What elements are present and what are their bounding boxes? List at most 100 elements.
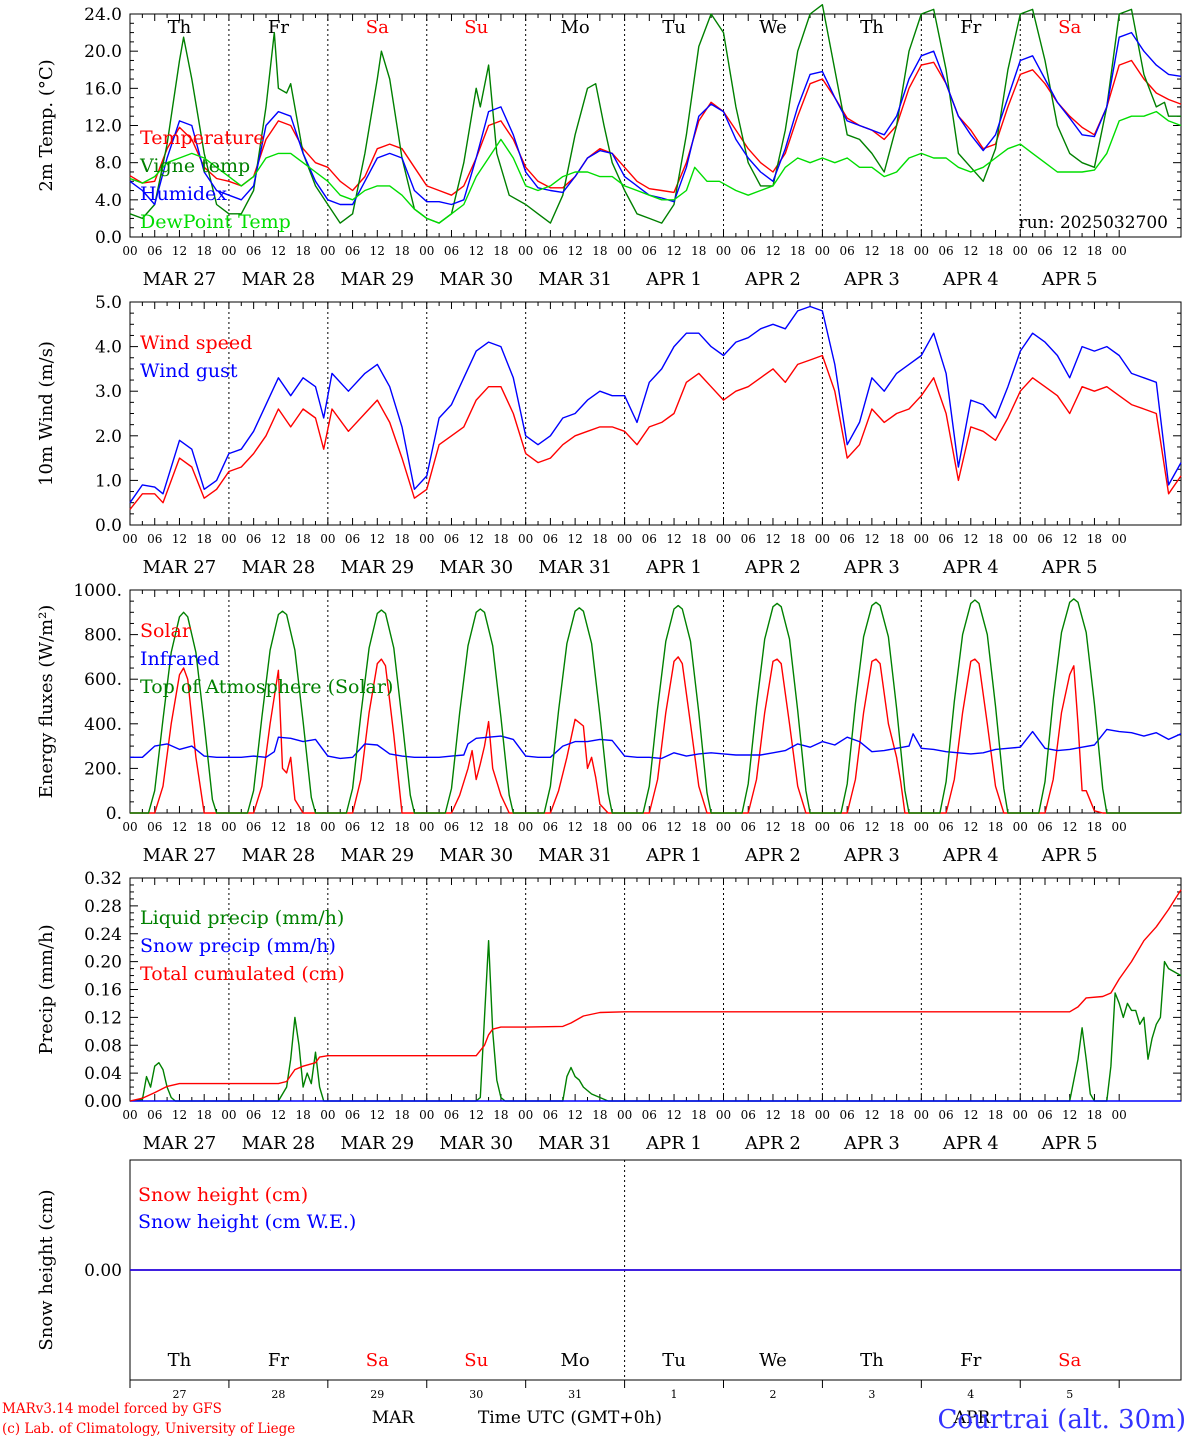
hour-tick-label: 06 <box>642 820 657 834</box>
day-number-label: 27 <box>172 1388 186 1401</box>
day-name-label: Th <box>168 17 192 38</box>
date-label: MAR 27 <box>143 1133 217 1154</box>
y-tick-label: 0.0 <box>95 228 122 248</box>
hour-tick-label: 06 <box>345 532 360 546</box>
y-tick-label: 16.0 <box>84 79 122 99</box>
hour-tick-label: 12 <box>963 244 978 258</box>
date-label: APR 4 <box>942 1133 999 1154</box>
day-name-label: Fr <box>960 1350 981 1371</box>
y-tick-label: 3.0 <box>95 382 122 402</box>
date-label: APR 1 <box>645 1133 702 1154</box>
day-name-label: Th <box>860 1350 884 1371</box>
legend-entry: Liquid precip (mm/h) <box>140 907 344 929</box>
hour-tick-label: 18 <box>197 532 212 546</box>
hour-tick-label: 00 <box>419 532 434 546</box>
hour-tick-label: 06 <box>1037 532 1052 546</box>
hour-tick-label: 18 <box>295 820 310 834</box>
hour-tick-label: 12 <box>666 820 681 834</box>
hour-tick-label: 00 <box>1112 532 1127 546</box>
hour-tick-label: 12 <box>963 820 978 834</box>
day-number-label: 5 <box>1066 1388 1073 1401</box>
date-label: APR 5 <box>1041 1133 1098 1154</box>
hour-tick-label: 06 <box>543 244 558 258</box>
hour-tick-label: 06 <box>741 532 756 546</box>
hour-tick-label: 00 <box>716 820 731 834</box>
hour-tick-label: 18 <box>790 1108 805 1122</box>
hour-tick-label: 00 <box>122 532 137 546</box>
day-name-label: Su <box>464 17 488 38</box>
day-name-label: Tu <box>662 17 686 38</box>
hour-tick-label: 06 <box>840 820 855 834</box>
hour-tick-label: 12 <box>567 244 582 258</box>
panel-frame <box>129 589 1182 814</box>
hour-tick-label: 18 <box>197 1108 212 1122</box>
hour-tick-label: 18 <box>988 532 1003 546</box>
y-tick-label: 200. <box>84 759 122 779</box>
date-label: APR 3 <box>843 269 900 290</box>
hour-tick-label: 12 <box>172 820 187 834</box>
y-tick-label: 12.0 <box>84 117 122 137</box>
hour-tick-label: 00 <box>419 244 434 258</box>
date-label: APR 3 <box>843 845 900 866</box>
date-label: APR 2 <box>744 1133 801 1154</box>
day-name-label: Th <box>168 1350 192 1371</box>
hour-tick-label: 06 <box>1037 820 1052 834</box>
day-name-label: Mo <box>560 1350 589 1371</box>
footer-month-mar: MAR <box>372 1408 416 1428</box>
hour-tick-label: 18 <box>889 244 904 258</box>
day-name-label: Fr <box>268 1350 289 1371</box>
hour-tick-label: 18 <box>1087 244 1102 258</box>
hour-tick-label: 00 <box>617 532 632 546</box>
hour-tick-label: 00 <box>419 1108 434 1122</box>
y-tick-label: 4.0 <box>95 191 122 211</box>
hour-tick-label: 00 <box>221 1108 236 1122</box>
hour-tick-label: 06 <box>345 820 360 834</box>
y-axis-label: 10m Wind (m/s) <box>36 341 57 486</box>
hour-tick-label: 06 <box>642 1108 657 1122</box>
hour-tick-label: 00 <box>122 1108 137 1122</box>
date-label: MAR 27 <box>143 845 217 866</box>
hour-tick-label: 06 <box>938 820 953 834</box>
date-label: MAR 29 <box>340 269 414 290</box>
hour-tick-label: 18 <box>592 532 607 546</box>
day-number-label: 31 <box>568 1388 582 1401</box>
y-axis-label: 2m Temp. (°C) <box>36 59 57 191</box>
hour-tick-label: 18 <box>790 532 805 546</box>
hour-tick-label: 06 <box>345 1108 360 1122</box>
hour-tick-label: 18 <box>592 244 607 258</box>
hour-tick-label: 00 <box>419 820 434 834</box>
hour-tick-label: 18 <box>394 820 409 834</box>
footer-month-apr: APR <box>953 1408 992 1428</box>
legend-entry: Temperature <box>140 127 264 149</box>
hour-tick-label: 06 <box>147 1108 162 1122</box>
station-label: Courtrai (alt. 30m) <box>938 1405 1187 1435</box>
hour-tick-label: 18 <box>691 1108 706 1122</box>
legend-entry: Humidex <box>140 183 227 205</box>
hour-tick-label: 12 <box>963 532 978 546</box>
date-label: APR 2 <box>744 557 801 578</box>
day-name-label: Tu <box>662 1350 686 1371</box>
hour-tick-label: 00 <box>914 1108 929 1122</box>
day-name-label: We <box>759 1350 787 1371</box>
panel-2: 00 06 12 18 00 06 12 18 00 06 12 18 00 06 12 18 00 06 12 18… <box>36 581 1182 866</box>
date-label: MAR 29 <box>340 557 414 578</box>
hour-tick-label: 12 <box>666 532 681 546</box>
hour-tick-label: 12 <box>864 820 879 834</box>
hour-tick-label: 06 <box>246 532 261 546</box>
hour-tick-label: 00 <box>815 532 830 546</box>
hour-tick-label: 18 <box>988 1108 1003 1122</box>
hour-tick-label: 00 <box>320 532 335 546</box>
y-tick-label: 1000. <box>73 581 122 601</box>
hour-tick-label: 18 <box>295 1108 310 1122</box>
date-label: MAR 29 <box>340 845 414 866</box>
hour-tick-label: 06 <box>938 1108 953 1122</box>
hour-tick-label: 06 <box>1037 1108 1052 1122</box>
hour-tick-label: 18 <box>394 532 409 546</box>
hour-tick-label: 00 <box>320 244 335 258</box>
hour-tick-label: 00 <box>518 820 533 834</box>
y-tick-label: 0.0 <box>95 516 122 536</box>
hour-tick-label: 18 <box>493 1108 508 1122</box>
hour-tick-label: 06 <box>840 244 855 258</box>
hour-tick-label: 12 <box>370 532 385 546</box>
